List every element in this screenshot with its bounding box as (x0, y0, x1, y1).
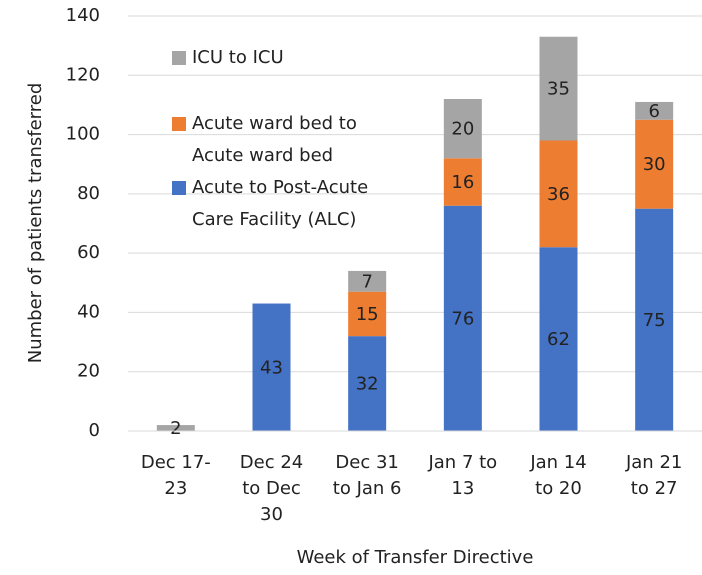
value-label: 20 (451, 119, 474, 140)
y-tick-label: 20 (77, 361, 100, 382)
bar-segment (443, 99, 482, 159)
value-label: 7 (361, 271, 372, 292)
y-tick-label: 100 (66, 124, 100, 145)
bar-segment (539, 140, 578, 248)
value-label: 2 (170, 418, 181, 439)
value-label: 75 (643, 310, 666, 331)
y-tick-label: 120 (66, 64, 100, 85)
y-tick-label: 40 (77, 301, 100, 322)
value-label: 62 (547, 329, 570, 350)
y-tick-label: 60 (77, 242, 100, 263)
value-label: 6 (648, 101, 659, 122)
y-tick-label: 80 (77, 183, 100, 204)
x-tick-label: Dec 17-23 (140, 452, 211, 499)
bar-segment (348, 336, 387, 431)
value-label: 36 (547, 184, 570, 205)
value-label: 35 (547, 79, 570, 100)
legend-item: ICU to ICU (172, 42, 397, 74)
bar-segment (443, 158, 482, 206)
x-tick-label: Dec 24 to Dec 30 (239, 452, 304, 525)
y-tick-label: 140 (66, 5, 100, 26)
legend-item: Acute ward bed to Acute ward bed (172, 108, 397, 172)
value-label: 76 (451, 308, 474, 329)
legend-swatch (172, 51, 186, 65)
y-axis-title: Number of patients transferred (25, 83, 46, 364)
value-label: 16 (451, 172, 474, 193)
x-tick-label: Jan 21 to 27 (625, 452, 683, 499)
legend-swatch (172, 117, 186, 131)
value-label: 15 (356, 304, 379, 325)
bar-segment (635, 101, 674, 120)
y-tick-label: 0 (89, 420, 100, 441)
bar-segment (539, 247, 578, 431)
legend-label: Acute to Post-Acute Care Facility (ALC) (192, 177, 369, 230)
bar-segment (348, 270, 387, 292)
legend-label: Acute ward bed to Acute ward bed (192, 113, 357, 166)
bar-segment (635, 208, 674, 431)
legend-label: ICU to ICU (192, 47, 284, 68)
legend-item: Acute to Post-Acute Care Facility (ALC) (172, 172, 397, 236)
x-axis-title: Week of Transfer Directive (297, 547, 534, 568)
bar-segment (443, 205, 482, 431)
legend-swatch (172, 181, 186, 195)
bar-segment (156, 425, 195, 431)
x-tick-label: Dec 31 to Jan 6 (332, 452, 402, 499)
bar-segment (539, 36, 578, 141)
value-label: 32 (356, 374, 379, 395)
bar-segment (635, 119, 674, 209)
x-tick-label: Jan 14 to 20 (530, 452, 587, 499)
value-label: 30 (643, 154, 666, 175)
value-label: 43 (260, 357, 283, 378)
bar-segment (252, 303, 291, 431)
bar-segment (348, 291, 387, 337)
x-tick-label: Jan 7 to 13 (428, 452, 498, 499)
